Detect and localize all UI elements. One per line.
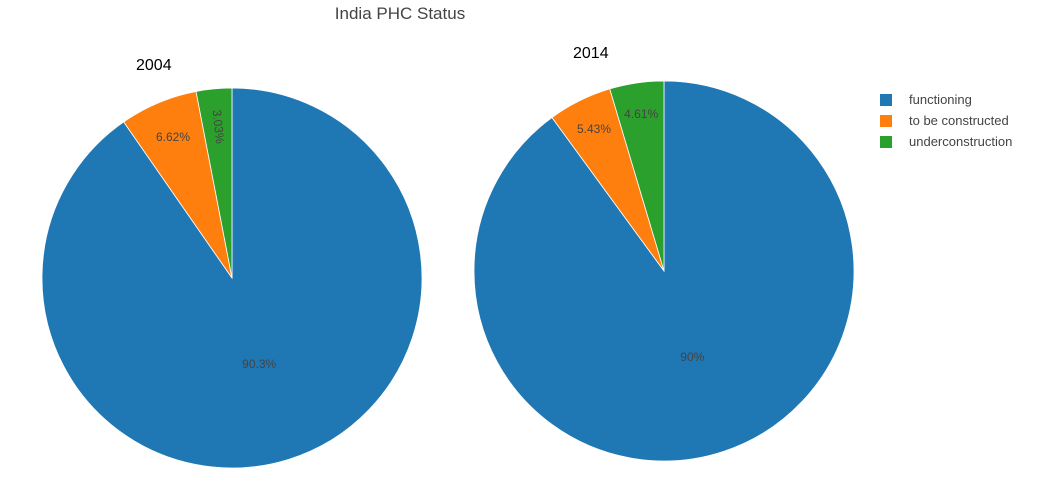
slice-label-to-be-constructed: 5.43%: [577, 122, 611, 136]
legend-label: functioning: [909, 92, 972, 107]
slice-label-to-be-constructed: 6.62%: [156, 130, 190, 144]
legend-label: to be constructed: [909, 113, 1009, 128]
pie-2014: 90% 5.43% 4.61%: [473, 80, 855, 462]
legend: functioning to be constructed underconst…: [880, 89, 1012, 152]
legend-item-functioning[interactable]: functioning: [880, 89, 1012, 110]
pie-subtitle-2014: 2014: [573, 45, 609, 62]
legend-label: underconstruction: [909, 134, 1013, 149]
pie-subtitle-2004: 2004: [136, 57, 172, 74]
pie-slice-underconstruction[interactable]: [609, 80, 665, 272]
slice-label-functioning: 90.3%: [242, 357, 276, 371]
legend-swatch: [880, 114, 892, 127]
slice-label-underconstruction: 3.03%: [210, 109, 227, 145]
pie-slice-underconstruction[interactable]: [195, 87, 233, 279]
slice-label-functioning: 90%: [680, 350, 704, 364]
legend-swatch: [880, 135, 892, 148]
slice-label-underconstruction: 4.61%: [624, 107, 658, 121]
legend-swatch: [880, 93, 892, 106]
legend-item-underconstruction[interactable]: underconstruction: [880, 131, 1012, 152]
legend-item-to-be-constructed[interactable]: to be constructed: [880, 110, 1012, 131]
chart-title: India PHC Status: [334, 4, 466, 23]
pie-2004: 90.3% 6.62% 3.03%: [41, 87, 423, 469]
